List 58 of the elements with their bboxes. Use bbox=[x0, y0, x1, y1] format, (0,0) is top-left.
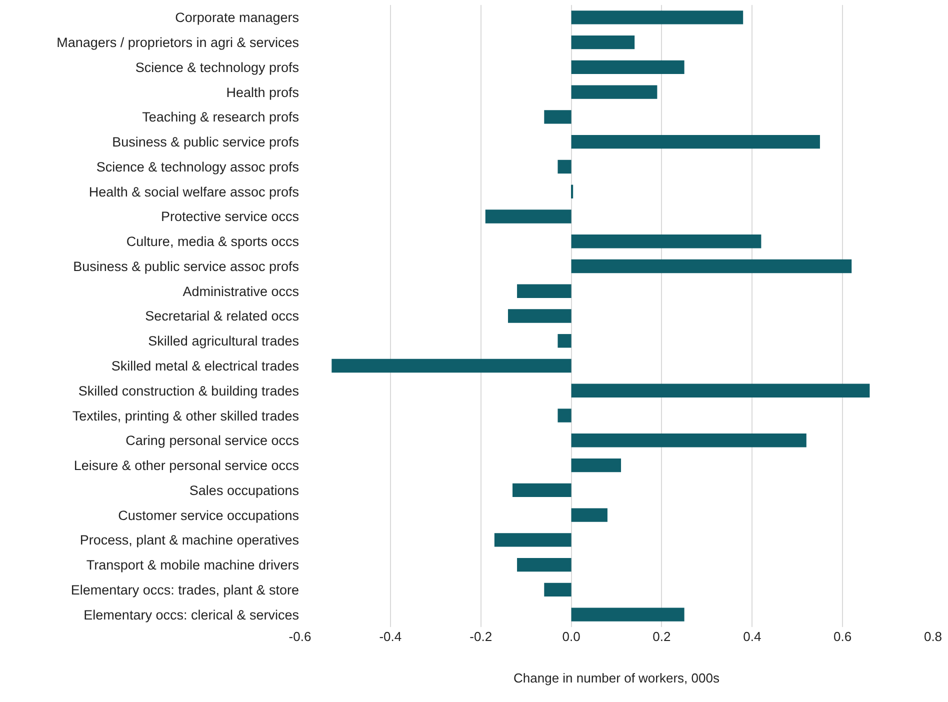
y-tick-label: Administrative occs bbox=[182, 284, 300, 299]
y-tick-label: Customer service occupations bbox=[118, 508, 300, 523]
y-tick-label: Science & technology assoc profs bbox=[96, 159, 300, 174]
bar bbox=[571, 60, 684, 74]
y-tick-label: Teaching & research profs bbox=[142, 110, 300, 125]
x-tick-label: -0.4 bbox=[379, 629, 402, 644]
y-tick-label: Leisure & other personal service occs bbox=[74, 458, 300, 474]
bar bbox=[558, 334, 572, 348]
y-tick-label: Health & social welfare assoc profs bbox=[88, 184, 300, 200]
y-tick-label: Science & technology profs bbox=[135, 60, 300, 75]
x-tick-label: -0.6 bbox=[288, 629, 312, 644]
bar bbox=[571, 234, 762, 248]
bar bbox=[508, 309, 572, 323]
bar bbox=[332, 358, 572, 373]
y-tick-label: Elementary occs: clerical & services bbox=[84, 607, 300, 622]
bar bbox=[571, 434, 806, 448]
bar bbox=[571, 85, 658, 99]
bar bbox=[571, 259, 852, 274]
y-tick-label: Skilled construction & building trades bbox=[78, 383, 300, 398]
bar bbox=[558, 160, 572, 174]
bar bbox=[544, 110, 572, 124]
y-tick-label: Sales occupations bbox=[189, 482, 300, 498]
bar bbox=[512, 483, 572, 497]
x-tick-label: -0.2 bbox=[470, 629, 492, 644]
y-tick-label: Caring personal service occs bbox=[126, 433, 300, 448]
x-axis-title: Change in number of workers, 000s bbox=[514, 670, 720, 686]
bar bbox=[571, 384, 870, 398]
y-tick-label: Skilled metal & electrical trades bbox=[111, 358, 300, 374]
bar bbox=[544, 582, 572, 597]
y-tick-label: Health profs bbox=[226, 84, 300, 100]
x-tick-label: 0.8 bbox=[924, 629, 942, 644]
y-tick-label: Culture, media & sports occs bbox=[126, 234, 300, 250]
bar bbox=[571, 458, 622, 472]
bar bbox=[558, 408, 572, 422]
bar bbox=[571, 135, 820, 149]
y-tick-label: Corporate managers bbox=[175, 10, 300, 26]
y-tick-label: Transport & mobile machine drivers bbox=[86, 558, 300, 573]
y-tick-label: Textiles, printing & other skilled trades bbox=[72, 408, 300, 424]
y-tick-label: Business & public service profs bbox=[112, 134, 300, 150]
y-tick-label: Business & public service assoc profs bbox=[73, 258, 300, 274]
y-tick-label: Secretarial & related occs bbox=[145, 308, 300, 324]
x-tick-label: 0.4 bbox=[743, 629, 762, 644]
bar bbox=[517, 558, 572, 572]
bar bbox=[494, 533, 572, 547]
y-tick-label: Elementary occs: trades, plant & store bbox=[70, 582, 299, 598]
bar bbox=[571, 608, 684, 622]
bar bbox=[517, 284, 572, 298]
bar bbox=[571, 35, 635, 50]
y-tick-label: Protective service occs bbox=[160, 209, 300, 224]
x-tick-label: 0.6 bbox=[834, 629, 852, 644]
bar bbox=[571, 508, 608, 522]
y-tick-label: Managers / proprietors in agri & services bbox=[56, 35, 300, 50]
bar bbox=[485, 210, 572, 224]
x-tick-label: 0.0 bbox=[562, 629, 580, 644]
y-tick-label: Process, plant & machine operatives bbox=[80, 532, 300, 548]
bar bbox=[571, 10, 744, 24]
y-tick-label: Skilled agricultural trades bbox=[148, 334, 300, 349]
x-tick-label: 0.2 bbox=[652, 629, 671, 644]
